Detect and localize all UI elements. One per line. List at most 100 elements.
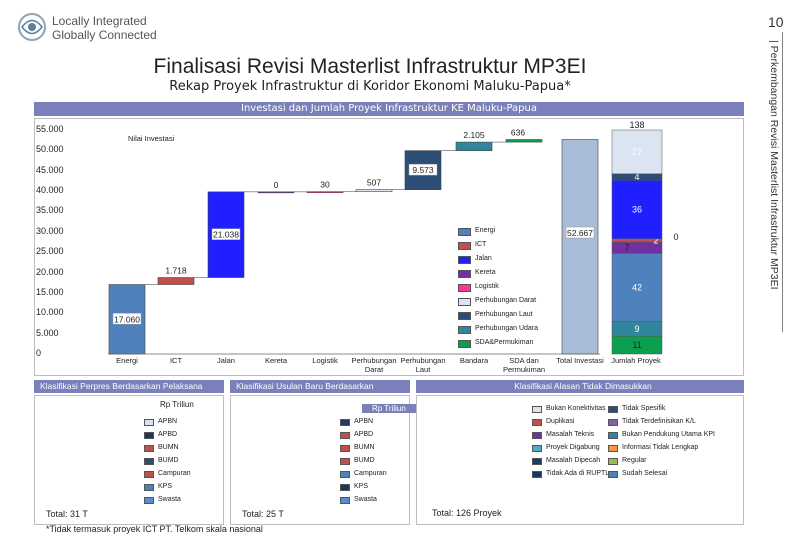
legend-label: ICT — [475, 241, 487, 248]
pie1-panel — [34, 395, 224, 525]
pie1-legend-swatch — [144, 419, 154, 426]
pie1-legend-swatch — [144, 432, 154, 439]
y-tick-label: 40.000 — [36, 185, 64, 196]
series-label: Nilai Investasi — [128, 134, 175, 143]
side-caption: | Perkembangan Revisi Masterlist Infrast… — [766, 40, 782, 320]
main-chart-panel — [34, 118, 744, 376]
pie2-legend-swatch — [340, 419, 350, 426]
logo-text: Locally Integrated Globally Connected — [52, 14, 157, 42]
pie2-legend-label: BUMD — [354, 457, 375, 464]
pie3-col2-legend-swatch — [608, 419, 618, 426]
logo-icon — [18, 13, 46, 41]
pie2-legend-label: APBD — [354, 431, 374, 438]
pie3-col1-legend-swatch — [532, 471, 542, 478]
x-tick-label: Perhubungan Darat — [351, 356, 397, 374]
pie3-col2-legend-label: Informasi Tidak Lengkap — [622, 444, 699, 451]
pie2-title: Klasifikasi Usulan Baru Berdasarkan Pela… — [230, 380, 410, 404]
legend-label: Jalan — [475, 255, 492, 262]
pie2-legend-label: BUMN — [354, 444, 375, 451]
y-tick-label: 45.000 — [36, 164, 64, 175]
y-tick-label: 35.000 — [36, 205, 64, 216]
pie3-col1-legend-label: Tidak Ada di RUPTL — [546, 470, 610, 477]
pie3-col2-legend-swatch — [608, 471, 618, 478]
logo-line-2: Globally Connected — [52, 28, 157, 42]
y-tick-label: 50.000 — [36, 144, 64, 155]
x-tick-label: Jalan — [217, 356, 235, 365]
x-tick-label: Energi — [116, 356, 138, 365]
legend-swatch — [458, 340, 471, 348]
legend-swatch — [458, 312, 471, 320]
pie3-col1-legend-swatch — [532, 406, 542, 413]
legend-label: Perhubungan Udara — [475, 325, 539, 332]
pie1-total: Total: 31 T — [46, 509, 88, 519]
pie3-col2-legend-swatch — [608, 458, 618, 465]
x-tick-label: Perhubungan Laut — [400, 356, 446, 374]
pie3-col2-legend-label: Tidak Terdefinisikan K/L — [622, 418, 696, 425]
pie3-col1-legend-label: Bukan Konektivitas — [546, 405, 606, 412]
side-caption-text: | Perkembangan Revisi Masterlist Infrast… — [768, 40, 780, 290]
pie3-col1-legend-swatch — [532, 432, 542, 439]
pie3-col2-legend-swatch — [608, 432, 618, 439]
pie2-legend-label: APBN — [354, 418, 374, 425]
legend-swatch — [458, 256, 471, 264]
pie3-col2-legend-swatch — [608, 406, 618, 413]
pie2-legend-label: Campuran — [354, 470, 387, 477]
pie3-col1-legend-swatch — [532, 458, 542, 465]
page-rule — [782, 32, 783, 332]
pie2-total: Total: 25 T — [242, 509, 284, 519]
pie3-title: Klasifikasi Alasan Tidak Dimasukkan — [416, 380, 744, 393]
pie1-legend-swatch — [144, 445, 154, 452]
pie3-col1-legend-label: Proyek Digabung — [546, 444, 600, 451]
x-tick-label: ICT — [169, 356, 183, 365]
legend-swatch — [458, 242, 471, 250]
pie1-legend-label: BUMN — [158, 444, 179, 451]
x-tick-label: Jumlah Proyek — [611, 356, 661, 365]
pie2-legend-swatch — [340, 484, 350, 491]
pie3-col1-legend-label: Duplikasi — [546, 418, 575, 425]
legend-label: Energi — [475, 227, 496, 234]
page-title: Finalisasi Revisi Masterlist Infrastrukt… — [153, 55, 587, 78]
y-tick-label: 5.000 — [36, 327, 59, 338]
y-tick-label: 25.000 — [36, 246, 64, 257]
pie1-legend-label: KPS — [158, 483, 173, 490]
pie3-col1-legend-swatch — [532, 445, 542, 452]
pie3-col2-legend-label: Regular — [622, 457, 647, 464]
legend-swatch — [458, 298, 471, 306]
page-number: 10 — [768, 14, 784, 30]
pie2-unit: Rp Triliun — [362, 404, 416, 413]
pie3-panel — [416, 395, 744, 525]
pie1-legend-swatch — [144, 471, 154, 478]
pie3-col2-legend-swatch — [608, 445, 618, 452]
y-tick-label: 10.000 — [36, 307, 64, 318]
x-tick-label: Logistik — [312, 356, 338, 365]
legend-label: Perhubungan Darat — [475, 297, 537, 304]
pie2-legend-swatch — [340, 471, 350, 478]
legend-label: SDA&Permukiman — [475, 339, 534, 346]
pie2-legend-swatch — [340, 445, 350, 452]
pie1-legend-label: APBN — [158, 418, 178, 425]
pie2-legend-swatch — [340, 432, 350, 439]
pie2-panel — [230, 395, 410, 525]
page-subtitle: Rekap Proyek Infrastruktur di Koridor Ek… — [169, 79, 571, 94]
y-tick-label: 15.000 — [36, 286, 64, 297]
x-tick-label: Total Investasi — [556, 356, 604, 365]
legend-label: Logistik — [475, 283, 499, 290]
legend-swatch — [458, 270, 471, 278]
pie2-legend-label: Swasta — [354, 496, 377, 503]
y-tick-label: 30.000 — [36, 225, 64, 236]
pie3-col1-legend-swatch — [532, 419, 542, 426]
y-tick-label: 55.000 — [36, 124, 64, 134]
legend-swatch — [458, 284, 471, 292]
pie1-legend-label: BUMD — [158, 457, 179, 464]
logo-line-1: Locally Integrated — [52, 14, 147, 28]
footnote: *Tidak termasuk proyek ICT PT. Telkom sk… — [46, 524, 263, 534]
pie1-title: Klasifikasi Perpres Berdasarkan Pelaksan… — [34, 380, 224, 393]
pie2-legend-swatch — [340, 458, 350, 465]
pie1-legend-swatch — [144, 484, 154, 491]
main-chart-banner: Investasi dan Jumlah Proyek Infrastruktu… — [34, 102, 744, 116]
legend-label: Kereta — [475, 269, 496, 276]
y-tick-label: 20.000 — [36, 266, 64, 277]
legend-swatch — [458, 326, 471, 334]
pie1-legend-label: Swasta — [158, 496, 181, 503]
pie3-col2-legend-label: Bukan Pendukung Utama KPI — [622, 431, 716, 438]
